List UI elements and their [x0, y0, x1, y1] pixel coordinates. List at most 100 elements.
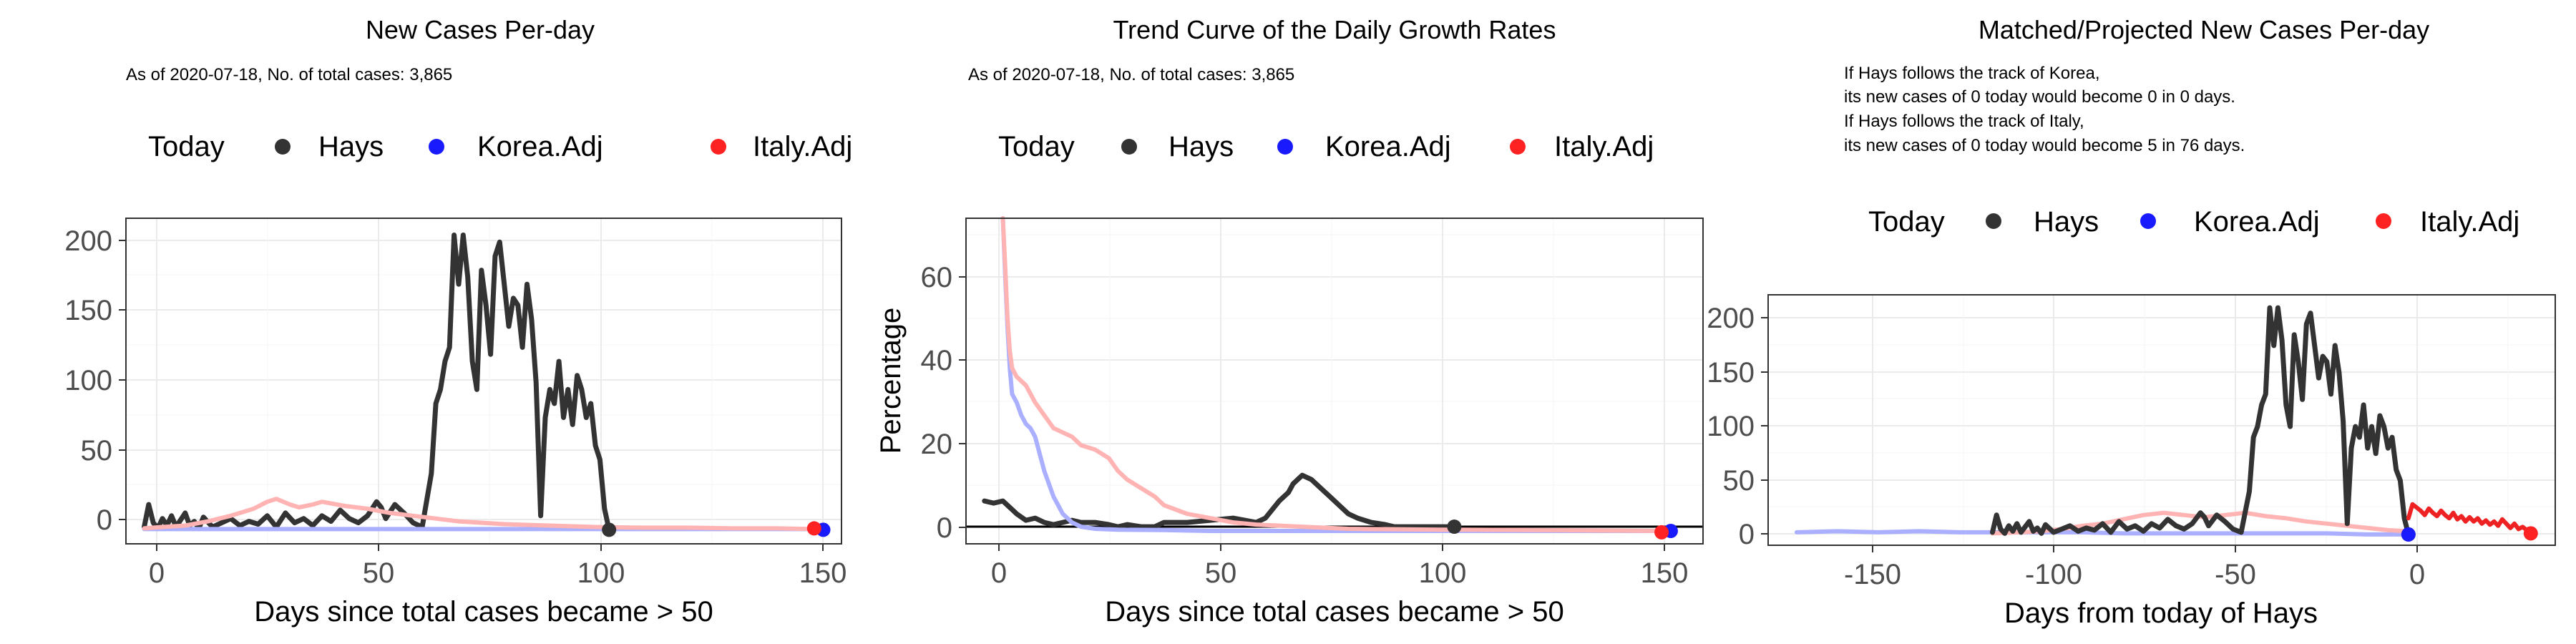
panel-projection: Matched/Projected New Cases Per-day If H… [1707, 15, 2556, 629]
panel-2-series-hays-line [982, 472, 1457, 530]
legend-label-korea: Korea.Adj [1325, 131, 1451, 162]
panel-1-xtick: 0 [149, 557, 165, 589]
legend-label-italy: Italy.Adj [2420, 206, 2519, 238]
panel-1-ytick: 200 [64, 225, 112, 257]
panel-3-today-point-korea-adj [2401, 527, 2416, 542]
panel-3-xtick: -100 [2025, 559, 2082, 590]
panel-2-y-axis-title: Percentage [875, 308, 907, 454]
panel-2-series [982, 216, 1673, 533]
legend-label-korea: Korea.Adj [477, 131, 603, 162]
panel-2-y-axis: 0 20 40 60 Percentage [875, 262, 966, 544]
panel-3-series-hays-line [1990, 305, 2411, 537]
panel-3-ytick: 150 [1707, 357, 1755, 389]
panel-2-plot-background [966, 218, 1703, 544]
panel-3-title: Matched/Projected New Cases Per-day [1979, 15, 2429, 44]
panel-3-x-axis-title: Days from today of Hays [2004, 597, 2318, 629]
panel-3-xtick: 0 [2409, 559, 2425, 590]
panel-3-series-korea-adj-line [1794, 529, 2411, 537]
panel-1-title: New Cases Per-day [366, 15, 595, 44]
legend-label-italy: Italy.Adj [1554, 131, 1654, 162]
panel-2-series-italy-adj-line [1000, 216, 1664, 533]
panel-2-plot [965, 216, 1704, 545]
panel-1-series-italy-adj-line [142, 497, 816, 532]
panel-1-series [142, 233, 826, 532]
panel-2-ytick: 40 [921, 345, 953, 376]
panel-3-note-line: its new cases of 0 today would become 0 … [1844, 87, 2235, 107]
panel-2-ytick: 0 [937, 512, 952, 544]
panel-1-frame [125, 218, 842, 545]
panel-2-xtick: 0 [991, 557, 1007, 589]
panel-2-legend: Today Hays Korea.Adj Italy.Adj [998, 131, 1654, 162]
legend-title-today: Today [998, 131, 1075, 162]
panel-2-today-points [1447, 519, 1678, 540]
panel-1-x-axis: 0 50 100 150 Days since total cases beca… [149, 544, 847, 628]
panel-3-notes: If Hays follows the track of Korea, its … [1844, 64, 2245, 155]
panel-2-today-point-hays [1447, 519, 1462, 535]
panel-3-note-line: its new cases of 0 today would become 5 … [1844, 136, 2245, 155]
legend-key-italy [2376, 213, 2391, 229]
panel-1-xtick: 150 [799, 557, 847, 589]
panel-1-today-point-italy-adj [806, 521, 821, 536]
panel-3-plot [1767, 294, 2556, 546]
panel-1-plot-background [126, 218, 841, 544]
panel-1-xtick: 100 [577, 557, 625, 589]
panel-2-series-korea-adj-line [1000, 216, 1673, 533]
panel-2-x-axis-title: Days since total cases became > 50 [1105, 596, 1563, 628]
panel-3-note-line: If Hays follows the track of Italy, [1844, 112, 2084, 131]
legend-label-italy: Italy.Adj [753, 131, 852, 162]
legend-title-today: Today [1868, 206, 1945, 238]
legend-label-hays: Hays [2034, 206, 2099, 238]
panel-1-ytick: 50 [81, 435, 113, 467]
panel-3-ytick: 0 [1739, 519, 1755, 550]
legend-title-today: Today [148, 131, 225, 162]
legend-label-hays: Hays [318, 131, 384, 162]
legend-key-italy [1510, 139, 1526, 155]
panel-3-today-point-italy-adj [2523, 526, 2538, 541]
panel-new-cases: New Cases Per-day As of 2020-07-18, No. … [64, 15, 852, 628]
panel-2-title: Trend Curve of the Daily Growth Rates [1113, 15, 1556, 44]
panel-growth-rates: Trend Curve of the Daily Growth Rates As… [875, 15, 1704, 628]
legend-label-korea: Korea.Adj [2194, 206, 2320, 238]
panel-3-series-italy-adj-line [2406, 502, 2533, 534]
panel-2-xtick: 50 [1205, 557, 1237, 589]
legend-key-hays [1986, 213, 2001, 229]
panel-3-legend: Today Hays Korea.Adj Italy.Adj [1868, 206, 2519, 238]
panel-3-x-axis: -150 -100 -50 0 Days from today of Hays [1844, 545, 2425, 629]
panel-1-subtitle: As of 2020-07-18, No. of total cases: 3,… [126, 65, 452, 84]
panel-3-today-points [2401, 526, 2538, 542]
panel-3-ytick: 50 [1723, 465, 1755, 497]
panel-1-ytick: 100 [64, 365, 112, 396]
panel-1-ytick: 0 [97, 504, 112, 536]
panel-1-xtick: 50 [363, 557, 395, 589]
panel-1-today-points [602, 521, 831, 537]
panel-1-legend: Today Hays Korea.Adj Italy.Adj [148, 131, 852, 162]
panel-2-frame [965, 218, 1704, 545]
legend-label-hays: Hays [1169, 131, 1234, 162]
panel-3-ytick: 100 [1707, 411, 1755, 442]
panel-1-gridlines [126, 218, 841, 544]
panel-1-x-axis-title: Days since total cases became > 50 [254, 596, 713, 628]
panel-1-plot [125, 218, 842, 545]
panel-2-subtitle: As of 2020-07-18, No. of total cases: 3,… [968, 65, 1294, 84]
panel-3-xtick: -50 [2215, 559, 2256, 590]
legend-key-italy [711, 139, 726, 155]
panel-3-series [1794, 305, 2533, 537]
panel-2-ytick: 20 [921, 429, 953, 460]
panel-1-ytick: 150 [64, 295, 112, 326]
panel-1-series-hays-line [142, 233, 612, 532]
panel-2-today-point-italy-adj [1654, 525, 1669, 540]
panel-3-frame [1767, 294, 2556, 546]
legend-key-korea [1277, 139, 1293, 155]
legend-key-korea [2140, 213, 2156, 229]
panel-3-ytick: 200 [1707, 303, 1755, 334]
panel-1-today-point-hays [602, 522, 617, 537]
panel-3-note-line: If Hays follows the track of Korea, [1844, 64, 2099, 83]
legend-key-hays [1121, 139, 1137, 155]
panel-3-plot-background [1768, 295, 2555, 545]
panel-2-xtick: 150 [1641, 557, 1689, 589]
panel-3-xtick: -150 [1844, 559, 1901, 590]
panel-2-x-axis: 0 50 100 150 Days since total cases beca… [991, 544, 1689, 628]
panel-2-xtick: 100 [1419, 557, 1467, 589]
panel-1-y-axis: 0 50 100 150 200 [64, 225, 126, 536]
